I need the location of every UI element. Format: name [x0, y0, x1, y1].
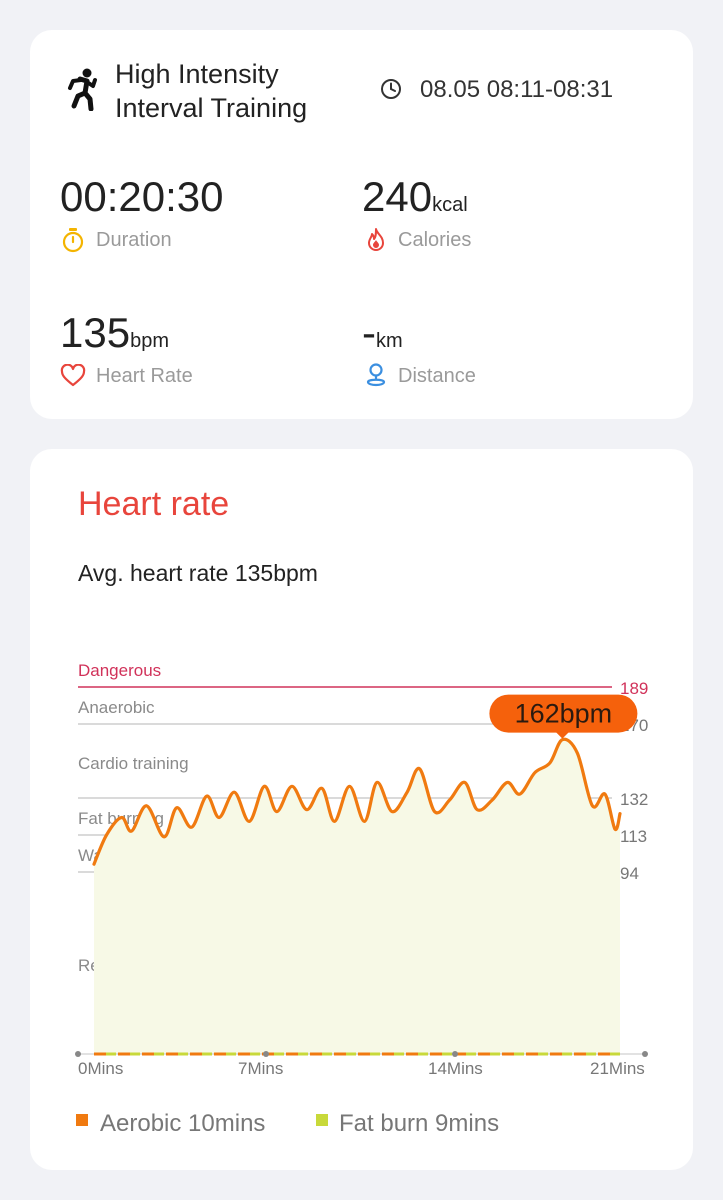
- location-pin-icon: [366, 363, 386, 387]
- fat-burn-legend-swatch: [316, 1114, 328, 1126]
- calories-label: Calories: [398, 229, 472, 251]
- heart-rate-card: Heart rate Avg. heart rate 135bpm 189 Dan…: [30, 449, 693, 1170]
- dangerous-zone-label: Dangerous: [78, 661, 161, 680]
- calories-value: 240: [362, 173, 433, 220]
- peak-bubble: [489, 694, 638, 733]
- aerobic-legend-swatch: [76, 1114, 88, 1126]
- x-tick-label-14: 14Mins: [428, 1059, 483, 1078]
- running-person-icon: [68, 68, 97, 111]
- x-tick-dot-7: [263, 1051, 269, 1057]
- fat-burn-legend-label: Fat burn 9mins: [339, 1110, 500, 1137]
- workout-time-range: 08.05 08:11-08:31: [420, 76, 614, 103]
- workout-summary-card: High Intensity Interval Training 08.05 0…: [30, 30, 693, 419]
- duration-value: 00:20:30: [60, 173, 224, 220]
- anaerobic-zone-label: Anaerobic: [78, 698, 155, 717]
- cardio-training-zone-label: Cardio training: [78, 754, 189, 773]
- peak-bubble-pointer: [555, 731, 570, 739]
- heart-rate-unit: bpm: [130, 330, 169, 352]
- heart-rate-area-fill: [94, 739, 620, 1054]
- heart-icon: [60, 364, 86, 387]
- heart-rate-value: 135: [60, 309, 131, 356]
- distance-unit: km: [376, 330, 403, 352]
- distance-label: Distance: [398, 365, 476, 387]
- warm-up-threshold-value: 94: [620, 864, 639, 883]
- aerobic-legend-label: Aerobic 10mins: [100, 1110, 266, 1137]
- heart-rate-series-line: [92, 737, 622, 866]
- x-tick-dot-21: [642, 1051, 648, 1057]
- stopwatch-icon: [62, 228, 84, 253]
- workout-title-line1: High Intensity: [115, 59, 279, 89]
- cardio-training-threshold-value: 132: [620, 790, 648, 809]
- calories-value-group: 240kcal: [362, 175, 468, 227]
- distance-value-group: -km: [362, 311, 403, 363]
- calories-unit: kcal: [432, 194, 468, 216]
- workout-title-line2: Interval Training: [115, 93, 308, 123]
- x-tick-label-21: 21Mins: [590, 1059, 645, 1078]
- average-heart-rate-text: Avg. heart rate 135bpm: [78, 560, 318, 586]
- x-tick-dot-0: [75, 1051, 81, 1057]
- x-tick-label-7: 7Mins: [238, 1059, 283, 1078]
- flame-icon: [368, 228, 384, 251]
- dangerous-threshold-value: 189: [620, 679, 648, 698]
- distance-value: -: [362, 309, 376, 356]
- heart-rate-title: Heart rate: [78, 485, 230, 523]
- duration-label: Duration: [96, 229, 172, 251]
- heart-rate-value-group: 135bpm: [60, 311, 169, 363]
- x-tick-dot-14: [452, 1051, 458, 1057]
- x-tick-label-0: 0Mins: [78, 1059, 123, 1078]
- peak-bpm-label: 162bpm: [515, 699, 613, 729]
- clock-icon: [381, 79, 401, 99]
- fat-burning-threshold-value: 113: [620, 827, 647, 846]
- heart-rate-label: Heart Rate: [96, 365, 193, 387]
